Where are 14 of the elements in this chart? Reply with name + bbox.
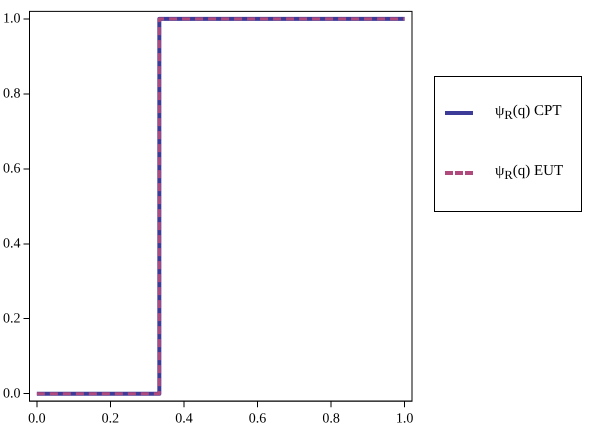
legend-label: ψ$_{R}$(q) CPT — [495, 103, 562, 123]
x-tick-label: 0.2 — [102, 411, 120, 426]
x-tick-label: 0.8 — [322, 411, 340, 426]
x-tick-label: 0.0 — [28, 411, 46, 426]
y-tick-label: 1.0 — [3, 12, 20, 27]
y-tick-label: 0.4 — [3, 236, 20, 252]
y-tick-label: 0.8 — [3, 86, 20, 102]
x-tick-label: 0.4 — [175, 411, 193, 426]
x-tick-label: 1.0 — [396, 411, 414, 426]
legend-label: ψ$_{R}$(q) EUT — [495, 163, 564, 183]
y-tick-label: 0.0 — [3, 386, 20, 402]
x-tick-label: 0.6 — [248, 411, 266, 426]
y-tick-label: 0.2 — [3, 311, 20, 326]
y-tick-label: 0.6 — [3, 161, 20, 176]
